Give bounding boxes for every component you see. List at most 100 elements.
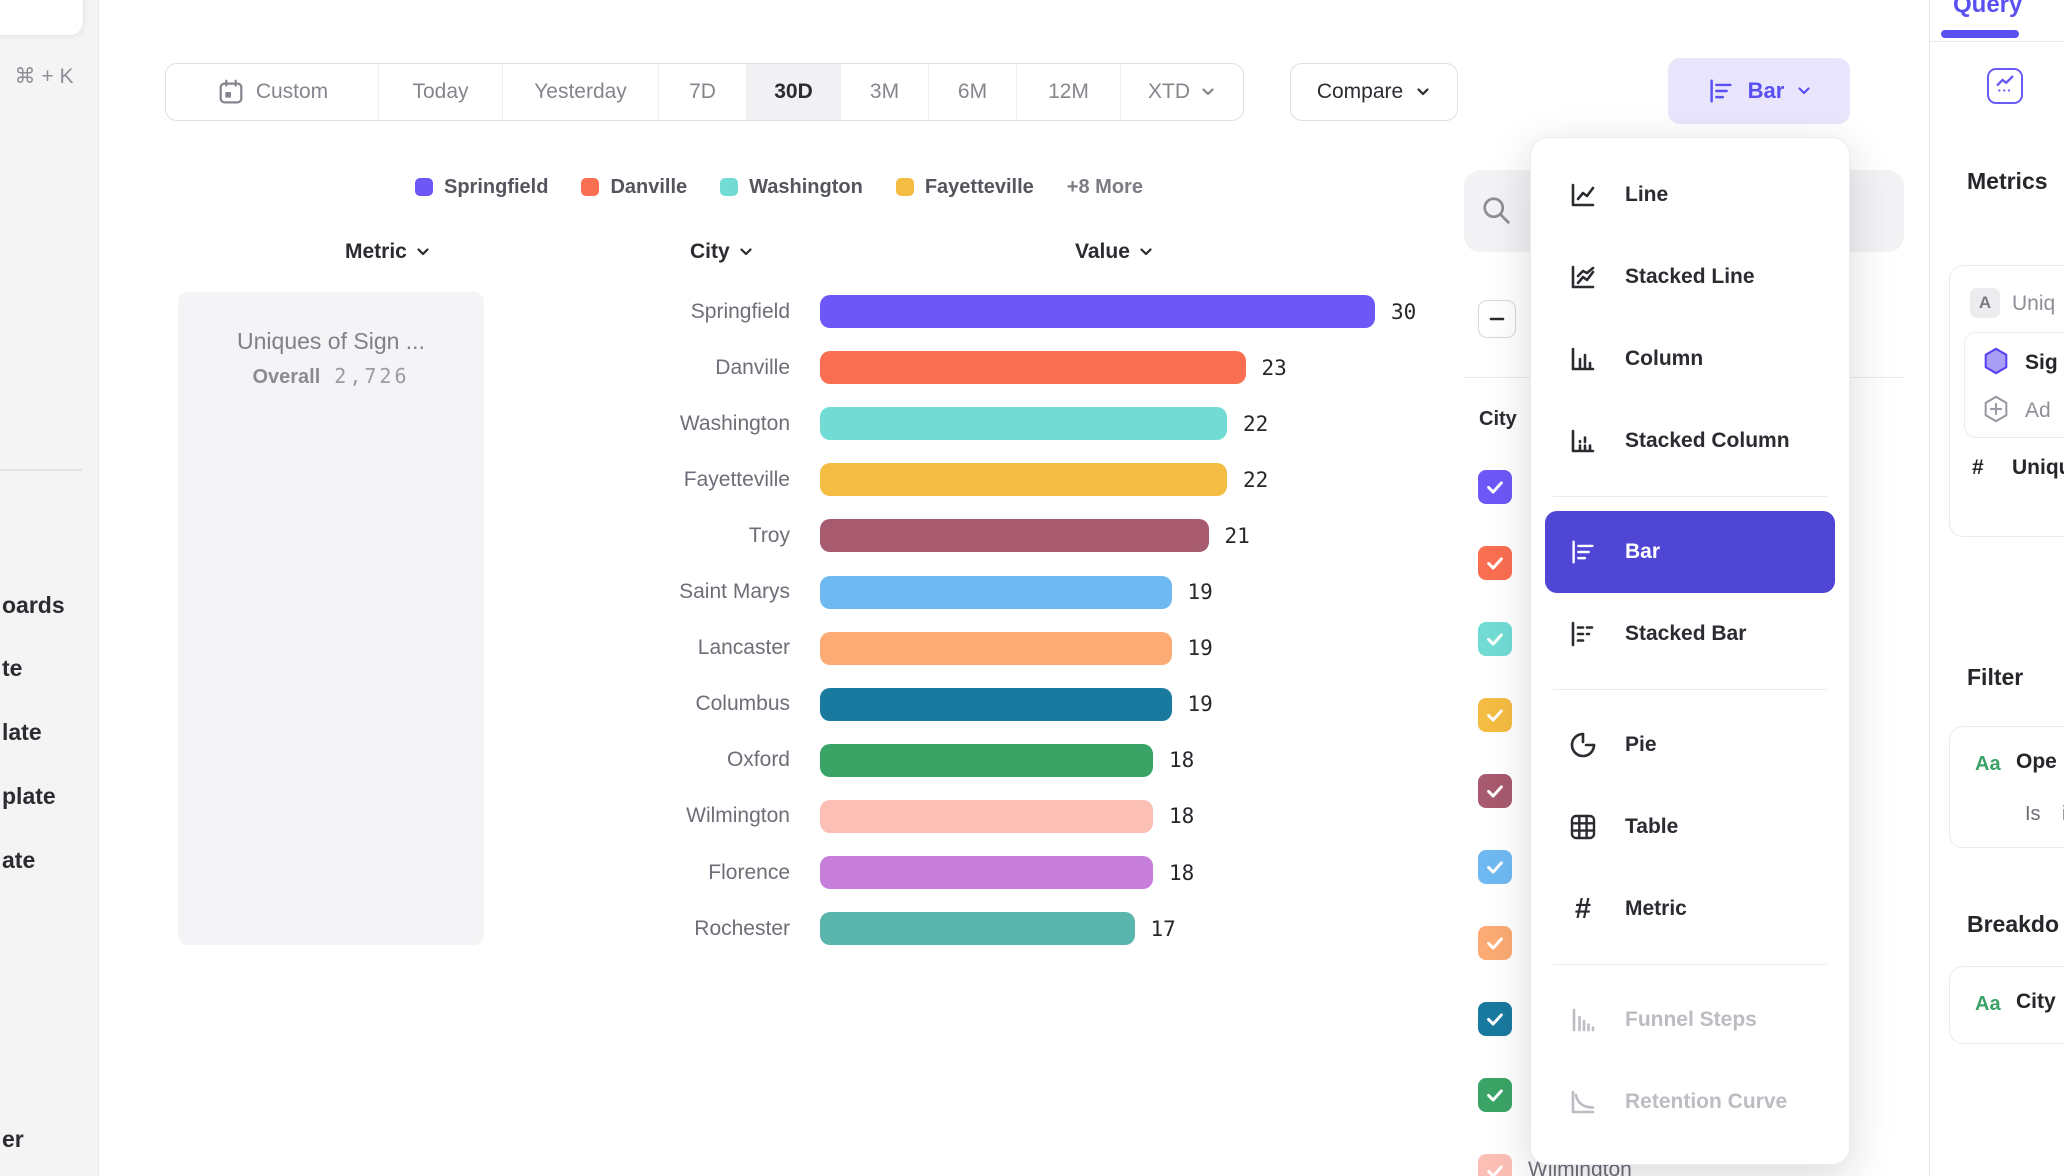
date-range-custom[interactable]: Custom (166, 64, 378, 120)
bar[interactable] (820, 687, 1172, 721)
menu-item-column[interactable]: Column (1545, 318, 1835, 400)
menu-item-metric[interactable]: # Metric (1545, 868, 1835, 950)
date-range-label: 12M (1048, 80, 1089, 103)
city-checkbox[interactable] (1478, 622, 1512, 656)
date-range-yesterday[interactable]: Yesterday (502, 64, 658, 120)
column-header-metric[interactable]: Metric (345, 240, 431, 264)
date-range-30d[interactable]: 30D (746, 64, 840, 120)
bar-category-label: Danville (715, 355, 790, 379)
bar[interactable] (820, 575, 1172, 609)
legend-item[interactable]: Danville (581, 176, 687, 199)
rail-divider (0, 469, 82, 471)
city-checkbox[interactable] (1478, 698, 1512, 732)
filter-value[interactable]: i (2062, 803, 2064, 826)
legend-item[interactable]: Fayetteville (895, 176, 1034, 199)
bar-category-label: Fayetteville (683, 467, 790, 491)
rail-item-truncated[interactable]: plate (2, 783, 56, 809)
value-header-label: Value (1075, 240, 1130, 263)
bar[interactable] (820, 295, 1375, 328)
rail-item-truncated[interactable]: er (2, 1126, 24, 1152)
chart-type-button[interactable]: Bar (1668, 58, 1850, 124)
bar-value-label: 19 (1187, 636, 1213, 661)
column-header-value[interactable]: Value (1075, 240, 1154, 264)
insights-viz-button[interactable] (1987, 68, 2023, 104)
menu-item-stacked-bar[interactable]: Stacked Bar (1545, 593, 1835, 675)
breakdown-card[interactable]: Aa City (1949, 966, 2064, 1044)
bar[interactable] (820, 743, 1153, 777)
bar[interactable] (820, 519, 1209, 553)
bar-chart: Springfield 30 Danville 23 Washington 22 Fayet… (400, 292, 1520, 972)
menu-divider (1553, 496, 1827, 497)
add-filter-label[interactable]: Ad (2025, 399, 2051, 422)
menu-item-pie[interactable]: Pie (1545, 704, 1835, 786)
legend-swatch (581, 178, 600, 196)
bar-row: Saint Marys 19 (400, 575, 1520, 609)
bar[interactable] (820, 463, 1227, 497)
menu-item-bar[interactable]: Bar (1545, 511, 1835, 593)
menu-item-label: Stacked Bar (1625, 622, 1747, 645)
legend-label: Washington (749, 175, 863, 198)
bar-value-label: 18 (1169, 804, 1195, 829)
city-filter-header: City (1479, 408, 1517, 430)
date-range-7d[interactable]: 7D (658, 64, 746, 120)
add-filter-icon (1981, 394, 2011, 429)
bar[interactable] (820, 912, 1135, 946)
compare-button[interactable]: Compare (1290, 63, 1458, 121)
rail-item-truncated[interactable]: late (2, 719, 42, 745)
bar[interactable] (820, 407, 1227, 441)
bar[interactable] (820, 351, 1246, 385)
city-checkbox[interactable] (1478, 1002, 1512, 1036)
menu-divider (1553, 689, 1827, 690)
date-range-label: Today (412, 80, 469, 103)
overall-label: Overall (252, 366, 321, 388)
filter-card[interactable]: Aa Ope Is i (1949, 726, 2064, 848)
menu-item-stacked-line[interactable]: Stacked Line (1545, 236, 1835, 318)
city-checkbox[interactable] (1478, 1154, 1512, 1176)
menu-item-label: Line (1625, 183, 1669, 206)
column-header-city[interactable]: City (690, 240, 754, 264)
date-range-today[interactable]: Today (378, 64, 502, 120)
rail-item-truncated[interactable]: te (2, 655, 23, 681)
city-checkbox[interactable] (1478, 470, 1512, 504)
bar-row: Springfield 30 (400, 295, 1520, 328)
chart-type-menu: Line Stacked Line Column Stacked Column Bar S… (1530, 137, 1850, 1165)
menu-item-label: Pie (1625, 733, 1657, 756)
date-range-xtd[interactable]: XTD (1120, 64, 1243, 120)
date-range-6m[interactable]: 6M (928, 64, 1016, 120)
measurement-label[interactable]: Uniqu (2012, 456, 2064, 479)
legend-more[interactable]: +8 More (1066, 175, 1143, 198)
bar[interactable] (820, 799, 1153, 833)
metric-card[interactable]: Uniques of Sign ... Overall 2,726 (178, 292, 484, 945)
legend-item[interactable]: Washington (720, 176, 863, 199)
menu-item-line[interactable]: Line (1545, 154, 1835, 236)
metric-builder-card[interactable]: A Uniq Sig Ad # Uniqu (1949, 265, 2064, 537)
legend-item[interactable]: Springfield (415, 176, 548, 199)
bar[interactable] (820, 631, 1172, 665)
string-type-badge: Aa (1975, 753, 2001, 775)
menu-item-stacked-column[interactable]: Stacked Column (1545, 400, 1835, 482)
bar-row: Washington 22 (400, 407, 1520, 441)
city-checkbox[interactable] (1478, 850, 1512, 884)
chevron-down-icon (1796, 83, 1812, 99)
event-card[interactable]: Sig Ad (1964, 332, 2064, 438)
bar-row: Oxford 18 (400, 743, 1520, 777)
metric-title: Uniques of Sign ... (237, 328, 425, 354)
date-range-group: Custom Today Yesterday 7D 30D 3M 6M 12M XTD (165, 63, 1244, 121)
date-range-12m[interactable]: 12M (1016, 64, 1120, 120)
city-checkbox[interactable] (1478, 774, 1512, 808)
rail-item-truncated[interactable]: oards (2, 592, 65, 618)
bar-value-label: 17 (1150, 916, 1176, 941)
rail-item-truncated[interactable]: ate (2, 847, 36, 873)
bar[interactable] (820, 856, 1153, 889)
city-checkbox[interactable] (1478, 1078, 1512, 1112)
tab-query[interactable]: Query (1953, 0, 2023, 18)
filter-operator[interactable]: Is (2025, 803, 2041, 825)
menu-item-table[interactable]: Table (1545, 786, 1835, 868)
date-range-label: Yesterday (534, 80, 627, 103)
date-range-3m[interactable]: 3M (840, 64, 928, 120)
city-checkbox[interactable] (1478, 546, 1512, 580)
stacked-line-icon (1567, 261, 1599, 293)
date-range-label: 6M (957, 80, 988, 103)
select-all-checkbox[interactable] (1478, 300, 1516, 338)
city-checkbox[interactable] (1478, 926, 1512, 960)
